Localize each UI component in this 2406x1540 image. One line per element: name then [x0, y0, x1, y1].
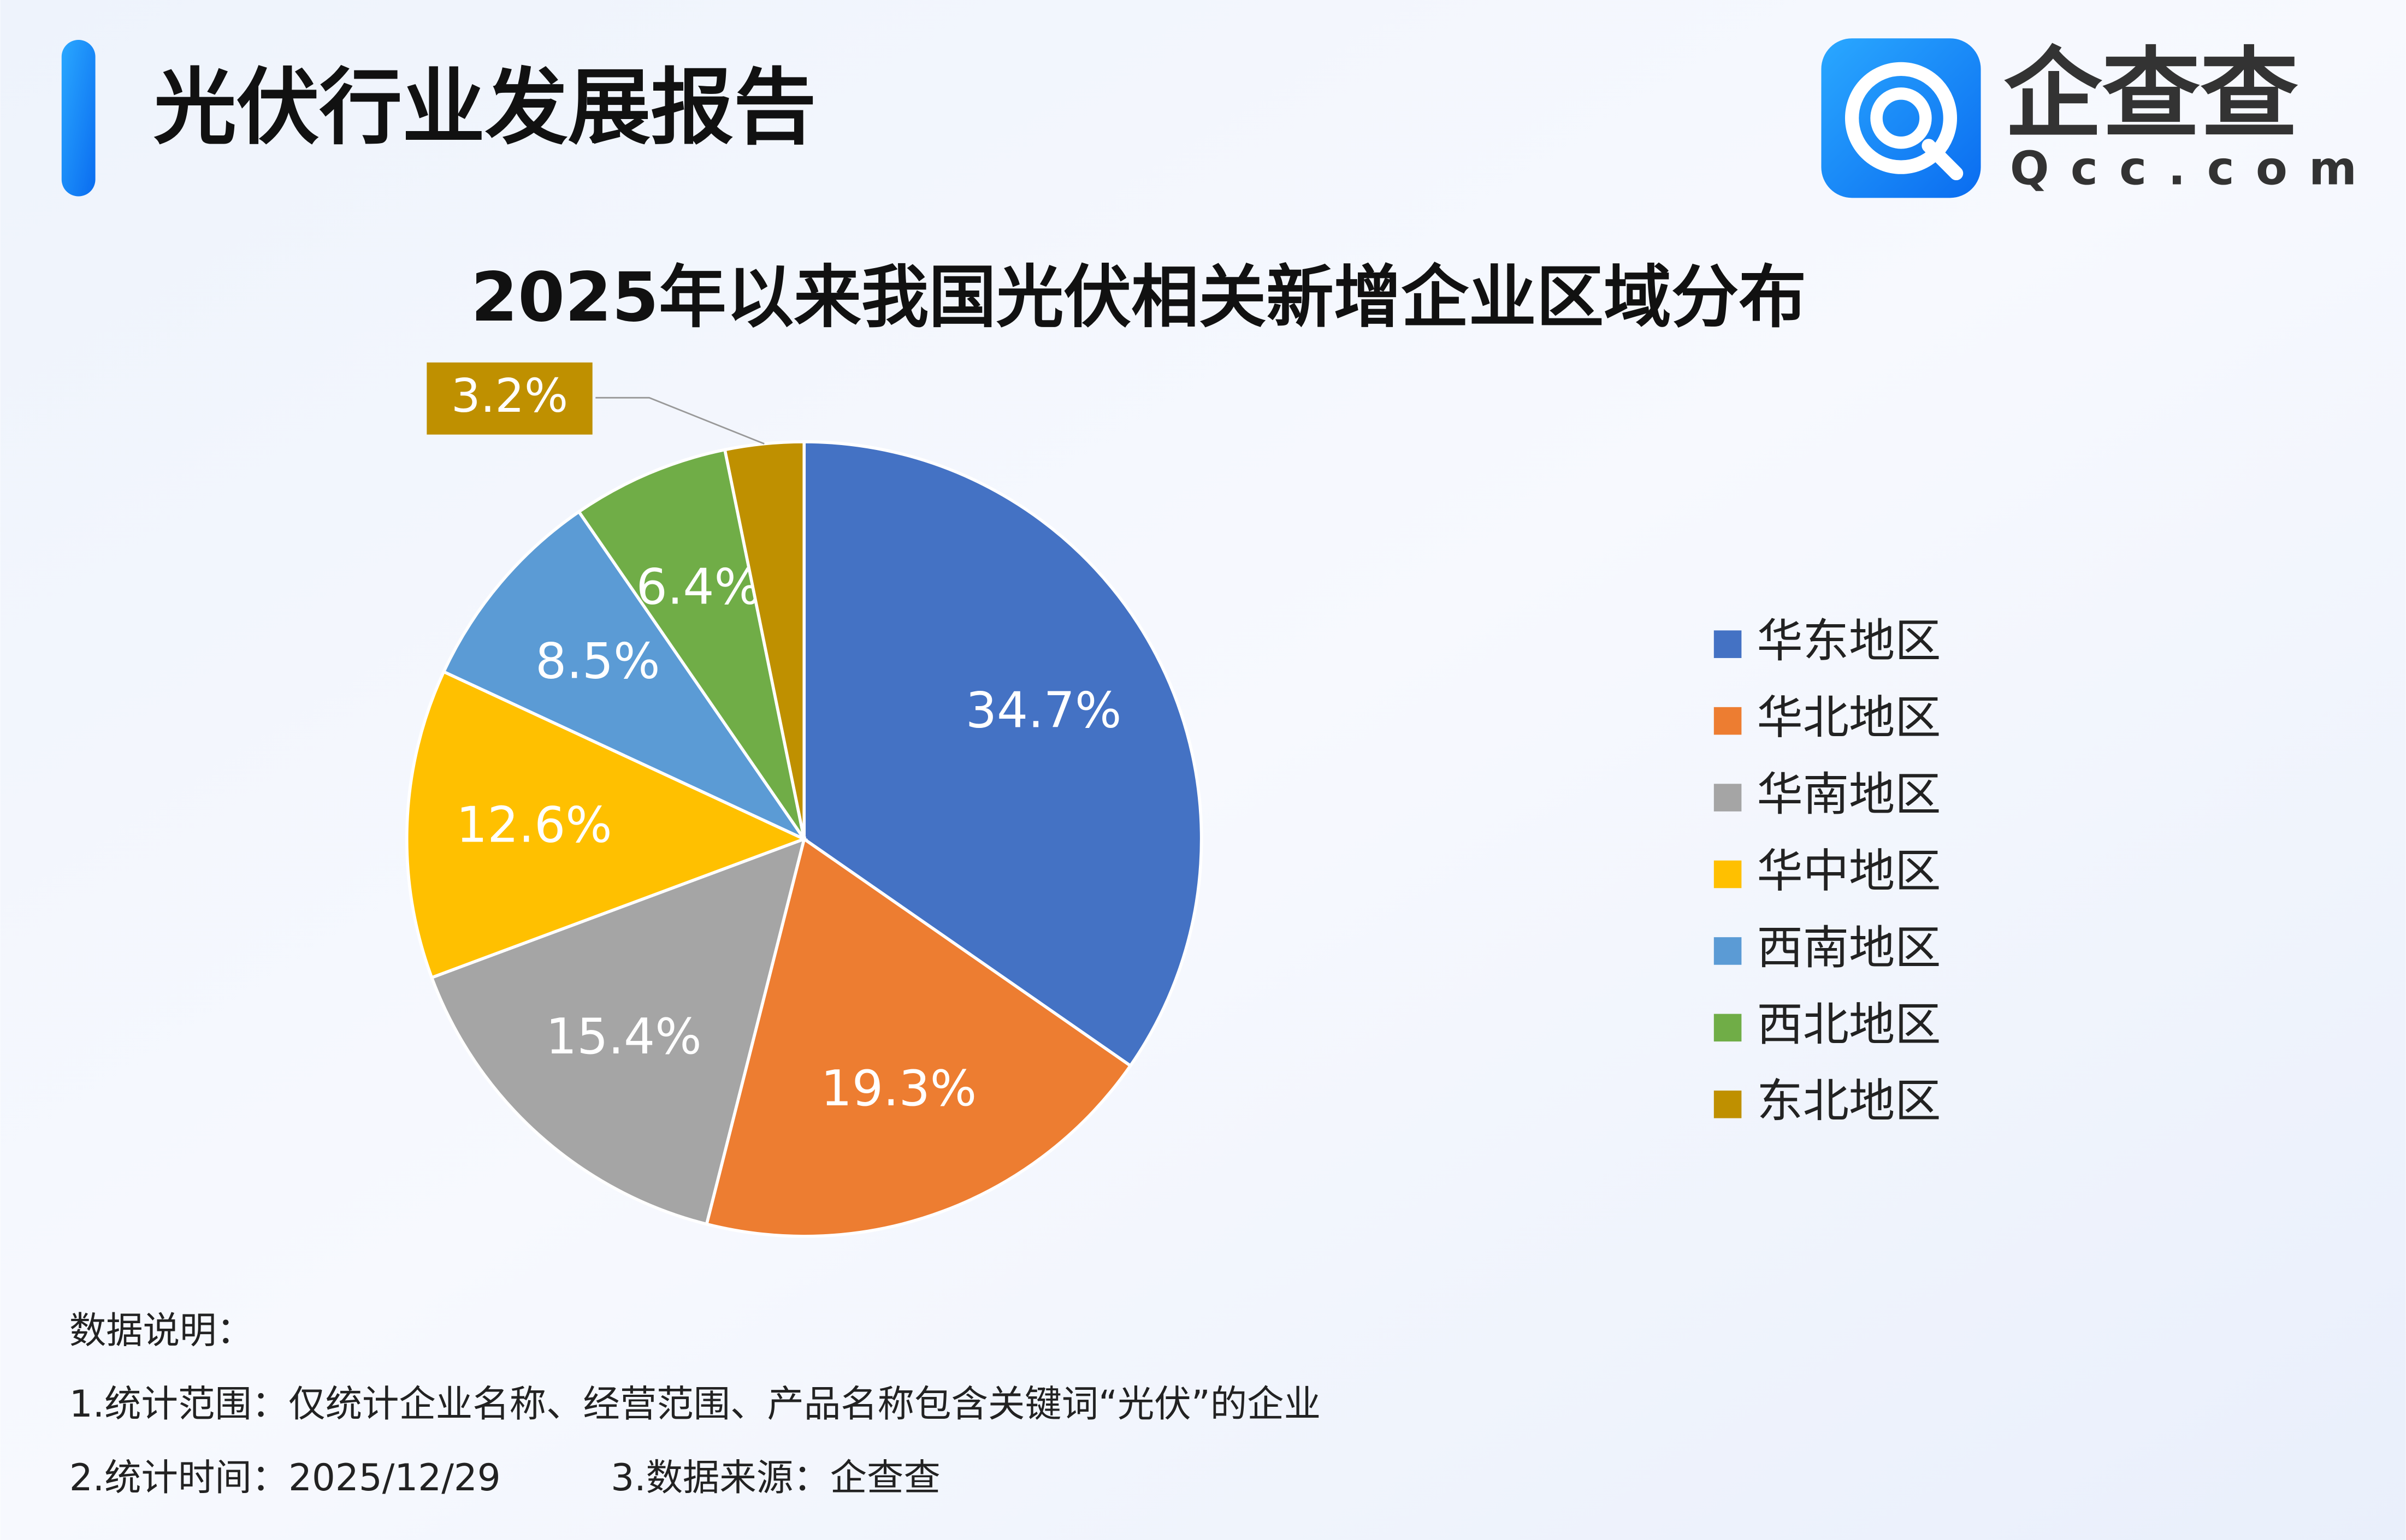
pie-slice [705, 836, 1133, 1238]
logo-ring [1845, 62, 1958, 174]
pie-slice [723, 440, 806, 839]
legend-label: 西南地区 [1757, 921, 1941, 974]
legend-swatch [1713, 630, 1742, 658]
data-label: 34.7% [966, 683, 1122, 739]
legend-swatch [1713, 784, 1742, 812]
legend-swatch [1713, 707, 1742, 735]
title-bar [61, 40, 96, 197]
legend-swatch [1713, 937, 1742, 965]
legend-swatch [1713, 1091, 1742, 1118]
data-label: 6.4% [636, 559, 761, 616]
data-label: 8.5% [535, 633, 660, 690]
legend-label: 华中地区 [1757, 844, 1941, 898]
data-label: 12.6% [456, 797, 612, 854]
note: 2.统计时间：2025/12/29 [69, 1456, 501, 1499]
logo-domain: Qcc.com [2010, 142, 2378, 196]
pie-slice [802, 440, 1203, 1068]
legend-label: 华东地区 [1757, 614, 1941, 668]
legend-label: 华北地区 [1757, 691, 1941, 744]
data-label: 3.2% [451, 369, 568, 423]
leader-line [595, 396, 765, 445]
note: 3.数据来源：企查查 [611, 1456, 941, 1499]
pie-slice [429, 836, 807, 1227]
note: 1.统计范围：仅统计企业名称、经营范围、产品名称包含关键词“光伏”的企业 [69, 1382, 1321, 1425]
pie-slice [441, 510, 809, 843]
legend-swatch [1713, 1014, 1742, 1042]
legend-label: 华南地区 [1757, 767, 1941, 821]
pie-slice [577, 448, 806, 840]
legend-label: 东北地区 [1757, 1074, 1941, 1128]
legend-label: 西北地区 [1757, 998, 1941, 1051]
chart-title: 2025年以来我国光伏相关新增企业区域分布 [471, 258, 1806, 337]
note: 数据说明： [69, 1308, 253, 1352]
logo-name: 企查查 [2004, 38, 2299, 152]
legend-swatch [1713, 860, 1742, 889]
header-title: 光伏行业发展报告 [153, 59, 816, 156]
label-box [427, 362, 593, 435]
data-label: 19.3% [821, 1061, 977, 1117]
pie-slice [405, 670, 808, 980]
logo-ring [1870, 87, 1932, 149]
logo-tail [1922, 139, 1964, 181]
data-label: 15.4% [546, 1009, 702, 1065]
